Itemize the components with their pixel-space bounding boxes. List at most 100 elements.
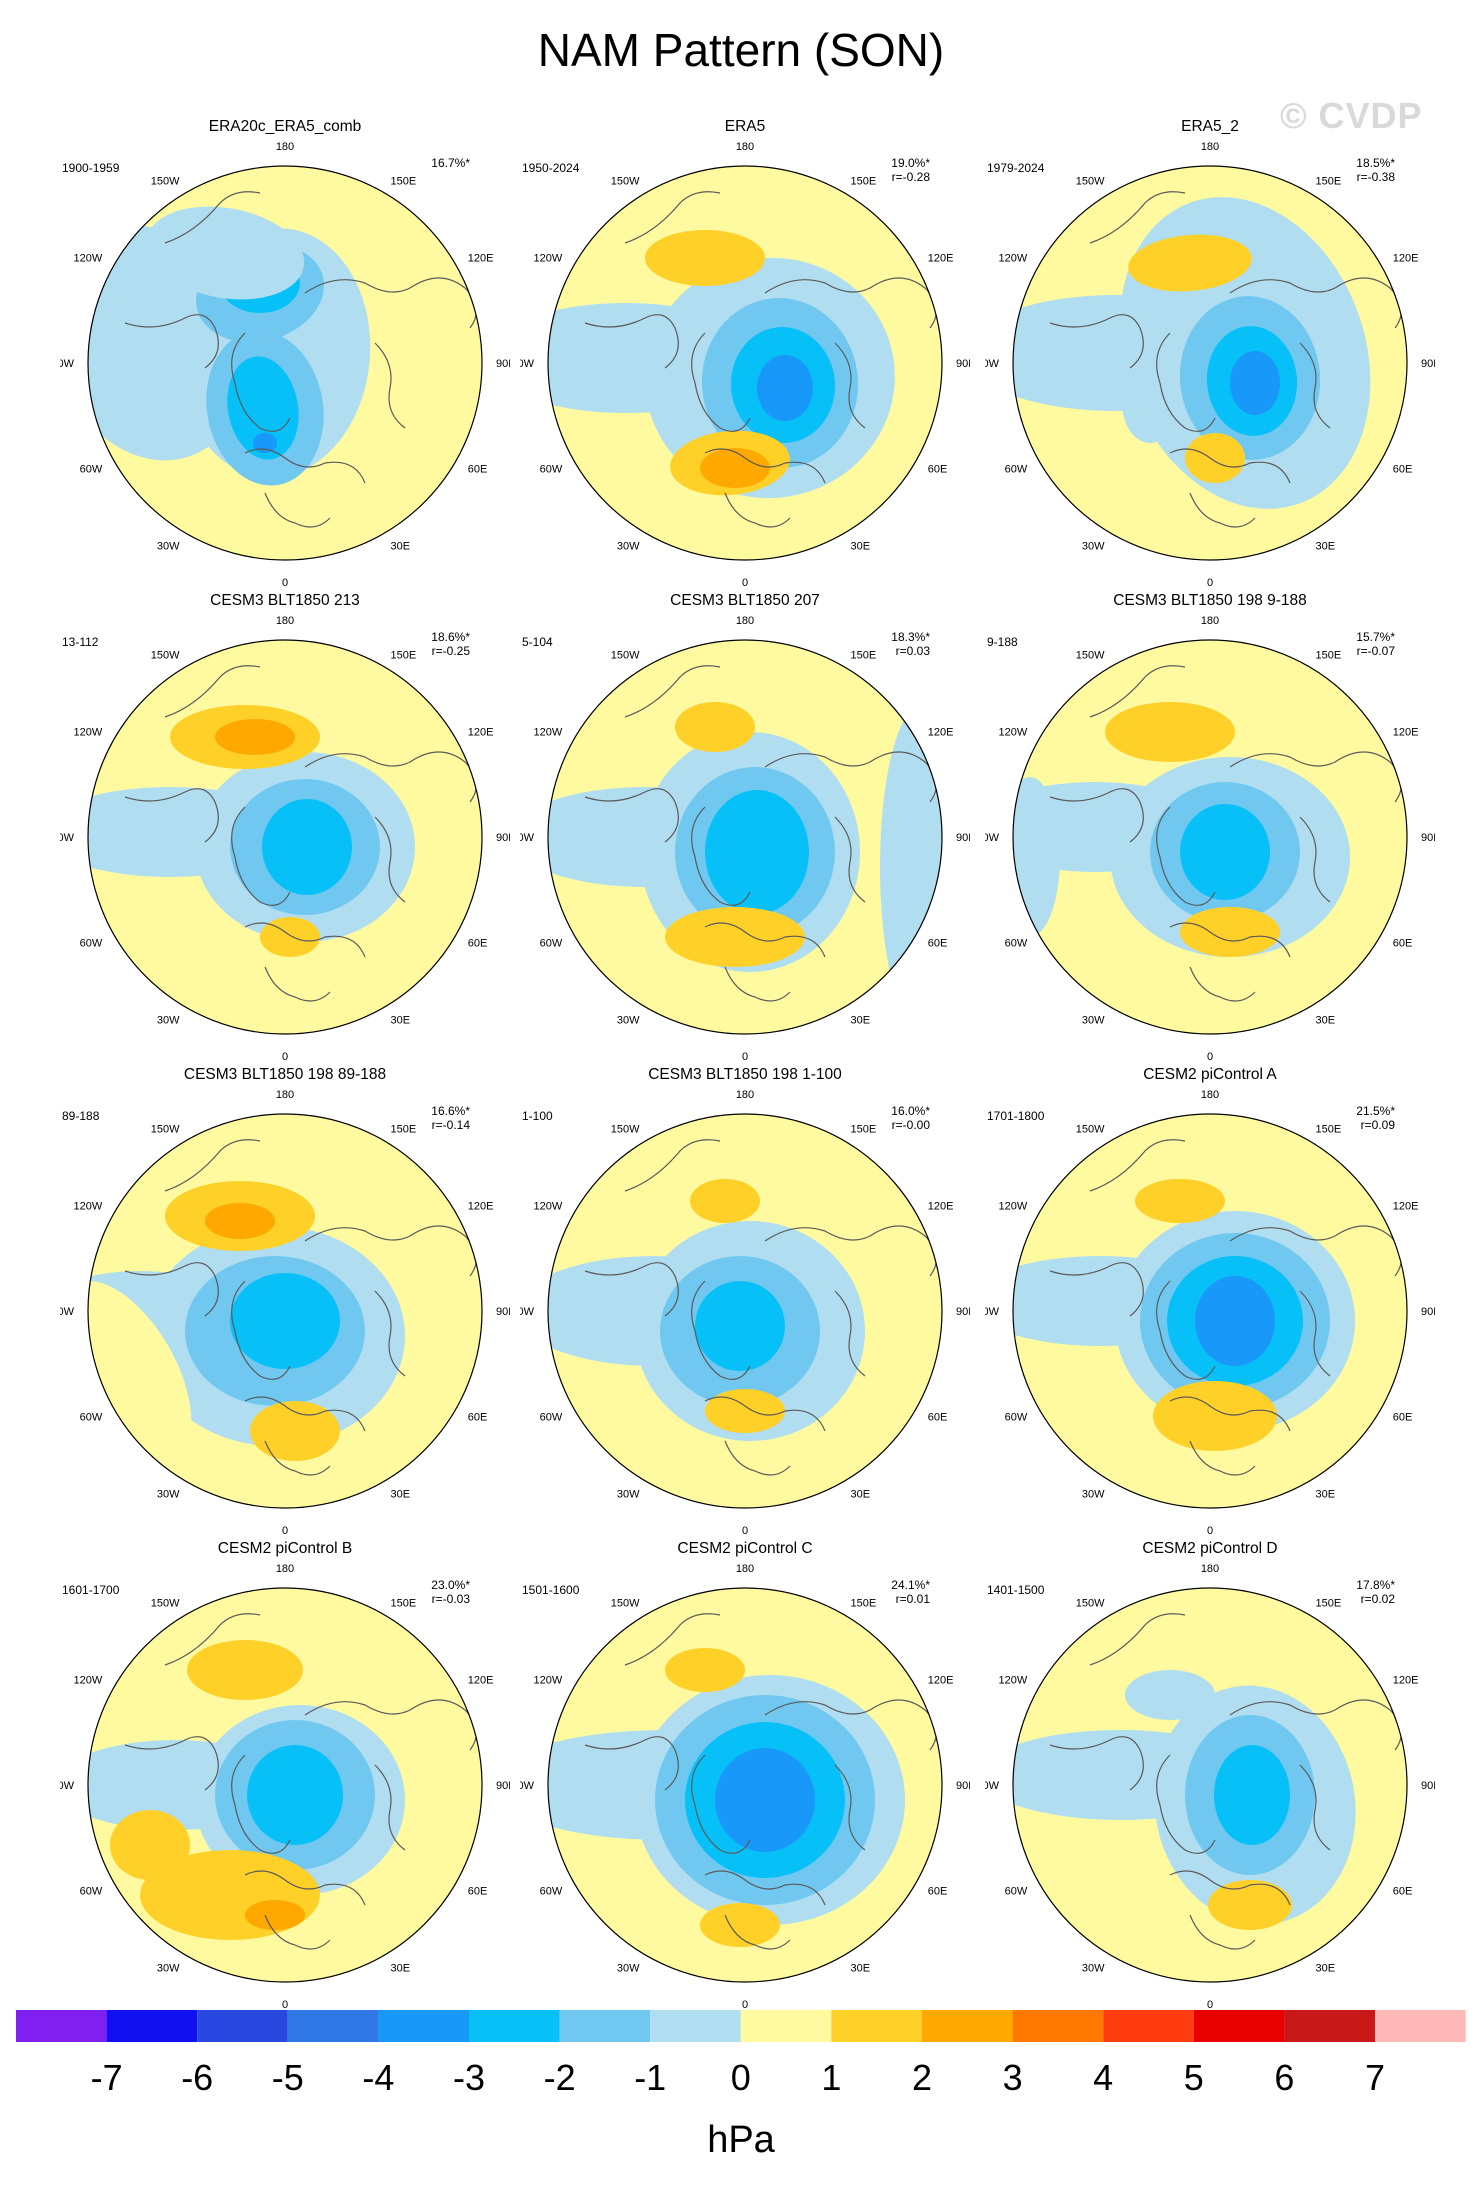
coastline <box>124 314 219 369</box>
map-panel: 180 150E 120E 90E 60E 30E 0 30W 60W 90W 120W 150W ER… <box>60 118 510 588</box>
polar-map: 180 150E 120E 90E 60E 30E 0 30W 60W 90W 120W 150W <box>60 1089 510 1536</box>
map-boundary <box>1012 1587 1408 1983</box>
contour-field <box>548 640 942 1034</box>
contour-field <box>1013 640 1407 1034</box>
colorbar-swatch <box>16 2010 107 2042</box>
lon-label: 150E <box>851 175 877 187</box>
panel-title: CESM3 BLT1850 213 <box>210 592 360 609</box>
lon-label: 90E <box>956 832 970 844</box>
panel-period: 89-188 <box>62 1109 100 1123</box>
panel-correlation: r=0.02 <box>1360 1592 1395 1606</box>
map-boundary <box>87 165 483 561</box>
colorbar-tick-label: -2 <box>544 2057 576 2098</box>
contour-region <box>690 1179 760 1223</box>
panel-title: CESM3 BLT1850 198 9-188 <box>1113 592 1307 609</box>
coastline <box>624 1613 721 1666</box>
colorbar-swatch <box>197 2010 288 2042</box>
panel-period: 1979-2024 <box>987 161 1045 175</box>
contour-region <box>1180 804 1270 900</box>
contour-region <box>88 1280 192 1462</box>
map-boundary <box>87 1587 483 1983</box>
lon-label: 120W <box>999 1201 1028 1213</box>
coastline <box>1169 1870 1291 1906</box>
coastline <box>374 1290 406 1377</box>
lon-label: 30W <box>157 1015 180 1027</box>
lon-label: 30E <box>851 1015 871 1027</box>
lon-label: 90W <box>985 1306 1000 1318</box>
panel-variance-pct: 18.6%* <box>431 630 470 644</box>
coastline <box>124 788 219 843</box>
map-panel: 180 150E 120E 90E 60E 30E 0 30W 60W 90W 120W 150W CE… <box>985 1066 1435 1536</box>
colorbar-swatch <box>559 2010 651 2042</box>
panel-period: 13-112 <box>62 635 99 649</box>
lon-label: 60W <box>1005 1412 1028 1424</box>
lon-label: 150E <box>851 649 877 661</box>
map-panel: 180 150E 120E 90E 60E 30E 0 30W 60W 90W 120W 150W CE… <box>60 1066 510 1536</box>
colorbar: -7 -6 -5 -4 -3 -2 -1 0 1 2 3 4 5 6 7 <box>16 2010 1466 2098</box>
coastline <box>584 314 679 369</box>
colorbar-tick-label: -7 <box>91 2057 123 2098</box>
contour-region <box>645 230 765 286</box>
lon-label: 120W <box>999 1675 1028 1687</box>
colorbar-swatch <box>1012 2010 1104 2042</box>
lon-label: 60E <box>928 464 948 476</box>
coastline <box>244 922 366 958</box>
contour-field <box>88 640 482 1034</box>
lon-label: 90E <box>1421 832 1435 844</box>
contour-region <box>145 206 305 300</box>
lon-label: 60E <box>1393 464 1413 476</box>
coastline <box>691 332 751 432</box>
lon-label: 180 <box>736 1089 754 1101</box>
panel-correlation: r=-0.38 <box>1356 170 1395 184</box>
colorbar-swatch <box>831 2010 922 2042</box>
lon-label: 120W <box>999 253 1028 265</box>
lon-label: 60E <box>468 1886 488 1898</box>
colorbar-tick-label: 2 <box>912 2057 932 2098</box>
lon-label: 60E <box>468 464 488 476</box>
contour-region <box>1230 351 1280 415</box>
lon-label: 150E <box>1316 175 1342 187</box>
coastline <box>834 342 866 429</box>
contour-region <box>1180 907 1280 957</box>
coastline <box>164 1613 261 1666</box>
coastline <box>834 1290 866 1377</box>
contour-region <box>700 1903 780 1947</box>
coastline <box>584 1262 679 1317</box>
panel-variance-pct: 16.7%* <box>431 156 470 170</box>
contour-region <box>1013 777 1060 937</box>
lon-label: 30W <box>1082 1015 1105 1027</box>
lon-label: 150E <box>391 649 417 661</box>
panel-period: 1401-1500 <box>987 1583 1045 1597</box>
lon-label: 90W <box>520 358 535 370</box>
panel-title: CESM2 piControl D <box>1142 1540 1278 1557</box>
lon-label: 120W <box>534 1675 563 1687</box>
colorbar-swatch <box>1103 2010 1194 2042</box>
coastline <box>231 1754 291 1854</box>
lon-label: 0 <box>1207 1051 1213 1062</box>
polar-map: 180 150E 120E 90E 60E 30E 0 30W 60W 90W 120W 150W <box>520 615 970 1062</box>
lon-label: 60E <box>1393 1886 1413 1898</box>
lon-label: 150W <box>151 649 180 661</box>
map-panel: 180 150E 120E 90E 60E 30E 0 30W 60W 90W 120W 150W CE… <box>60 592 510 1062</box>
lon-label: 60W <box>80 938 103 950</box>
contour-region <box>1135 1179 1225 1223</box>
lon-label: 120W <box>74 1201 103 1213</box>
lon-label: 90E <box>1421 1780 1435 1792</box>
contour-field <box>88 1588 482 1982</box>
contour-region <box>665 907 805 967</box>
panel-correlation: r=-0.00 <box>891 1118 930 1132</box>
colorbar-swatch <box>1193 2010 1285 2042</box>
panel-correlation: r=-0.25 <box>431 644 470 658</box>
coastline <box>1169 1396 1291 1432</box>
coastline <box>1049 1262 1144 1317</box>
lon-label: 120W <box>74 1675 103 1687</box>
panel-variance-pct: 24.1%* <box>891 1578 930 1592</box>
map-boundary <box>547 1113 943 1509</box>
panel-variance-pct: 15.7%* <box>1356 630 1395 644</box>
panel-correlation: r=0.09 <box>1360 1118 1395 1132</box>
panel-variance-pct: 21.5%* <box>1356 1104 1395 1118</box>
coastline <box>231 1280 291 1380</box>
polar-map: 180 150E 120E 90E 60E 30E 0 30W 60W 90W 120W 150W <box>60 615 510 1062</box>
contour-region <box>700 448 770 488</box>
panel-variance-pct: 17.8%* <box>1356 1578 1395 1592</box>
